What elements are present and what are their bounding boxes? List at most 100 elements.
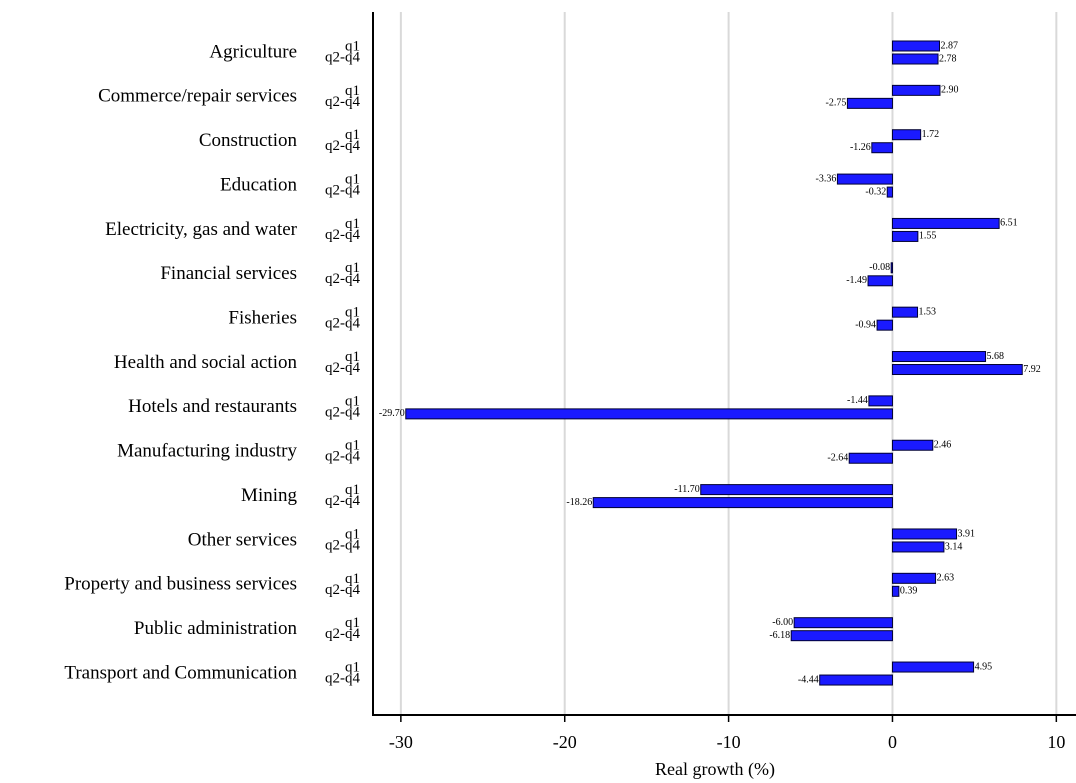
category-label: Financial services (160, 263, 297, 284)
bar (891, 53, 939, 65)
sub-label: q2-q4 (325, 626, 360, 642)
sub-label: q1 (345, 571, 360, 587)
sub-label: q1 (345, 393, 360, 409)
value-label: 2.87 (940, 40, 958, 51)
value-label: 6.51 (1000, 218, 1018, 229)
sub-label: q2-q4 (325, 316, 360, 332)
bar (891, 84, 941, 96)
bar (891, 585, 900, 597)
value-label: 1.53 (919, 306, 937, 317)
bar (868, 395, 893, 407)
category-label: Health and social action (114, 352, 298, 373)
sub-label: q1 (345, 349, 360, 365)
sub-label: q2-q4 (325, 537, 360, 553)
value-label: -3.36 (816, 173, 837, 184)
bar (890, 262, 893, 274)
sub-label: q2-q4 (325, 49, 360, 65)
value-label: -0.32 (865, 186, 886, 197)
value-label: 2.90 (941, 85, 959, 96)
bar (891, 541, 945, 553)
value-label: -0.94 (855, 319, 876, 330)
value-label: -6.18 (769, 630, 790, 641)
sub-label: q2-q4 (325, 94, 360, 110)
bar (891, 40, 940, 52)
sub-label: q1 (345, 216, 360, 232)
sub-label: q2-q4 (325, 138, 360, 154)
value-label: 4.95 (975, 661, 993, 672)
value-label: -11.70 (674, 484, 699, 495)
bar (891, 217, 1000, 229)
bar (891, 351, 987, 363)
x-tick-label: -30 (389, 732, 413, 752)
bar (891, 528, 958, 540)
value-label: -1.44 (847, 395, 868, 406)
sub-label: q1 (345, 482, 360, 498)
category-label: Fisheries (228, 308, 297, 329)
bar (891, 306, 919, 318)
category-label: Other services (188, 529, 297, 550)
value-label: 1.72 (922, 129, 940, 140)
bar (876, 319, 893, 331)
sub-label: q2-q4 (325, 449, 360, 465)
bar (836, 173, 893, 185)
value-label: -29.70 (379, 408, 405, 419)
value-label: 2.63 (937, 573, 955, 584)
value-label: -2.64 (827, 453, 848, 464)
value-label: 2.78 (939, 53, 957, 64)
sub-label: q2-q4 (325, 670, 360, 686)
category-label: Mining (241, 485, 297, 506)
category-label: Commerce/repair services (98, 86, 297, 107)
sub-label: q1 (345, 438, 360, 454)
bar (700, 484, 893, 496)
bar (793, 617, 893, 629)
value-label: 5.68 (987, 351, 1005, 362)
x-tick-label: 0 (888, 732, 897, 752)
bar (871, 142, 893, 154)
category-label: Construction (199, 130, 298, 151)
category-label: Agriculture (209, 41, 297, 62)
sub-label: q2-q4 (325, 493, 360, 509)
value-label: -6.00 (772, 617, 793, 628)
bar (790, 630, 893, 642)
sub-label: q1 (345, 38, 360, 54)
bar (891, 364, 1023, 376)
value-label: 2.46 (934, 440, 952, 451)
value-label: 1.55 (919, 231, 937, 242)
sub-label: q2-q4 (325, 227, 360, 243)
x-tick-label: -20 (553, 732, 577, 752)
value-label: -1.49 (846, 275, 867, 286)
value-label: -18.26 (566, 497, 592, 508)
sub-label: q1 (345, 127, 360, 143)
x-tick-label: 10 (1047, 732, 1065, 752)
sub-label: q1 (345, 305, 360, 321)
value-label: -1.26 (850, 142, 871, 153)
sub-label: q1 (345, 172, 360, 188)
sub-label: q2-q4 (325, 404, 360, 420)
bar (886, 186, 893, 198)
value-label: 7.92 (1023, 364, 1040, 375)
value-label: 3.91 (958, 528, 976, 539)
bar (891, 661, 975, 673)
bar (846, 97, 893, 109)
sub-label: q1 (345, 83, 360, 99)
bar (819, 674, 893, 686)
category-label: Hotels and restaurants (128, 396, 297, 417)
value-label: -0.08 (869, 262, 890, 273)
bar (405, 408, 893, 420)
category-label: Electricity, gas and water (105, 219, 298, 240)
value-label: -2.75 (826, 98, 847, 109)
value-label: 3.14 (945, 541, 963, 552)
category-label: Education (220, 174, 298, 195)
value-label: -4.44 (798, 674, 819, 685)
x-axis-label: Real growth (%) (655, 759, 775, 780)
bar (891, 230, 919, 242)
bar (592, 497, 893, 509)
sub-label: q1 (345, 526, 360, 542)
sub-label: q2-q4 (325, 582, 360, 598)
sub-label: q1 (345, 615, 360, 631)
bar (848, 452, 893, 464)
sub-label: q1 (345, 659, 360, 675)
sub-label: q2-q4 (325, 183, 360, 199)
category-label: Property and business services (64, 574, 297, 595)
